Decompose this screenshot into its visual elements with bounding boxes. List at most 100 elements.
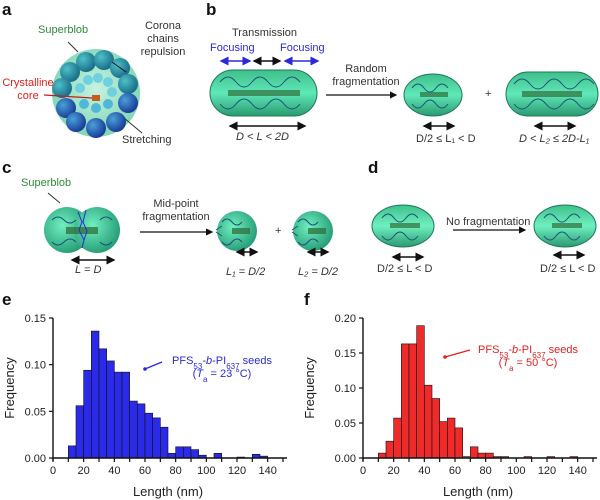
histogram-bar [106, 360, 115, 459]
random-fragmentation-label: Random fragmentation [328, 63, 404, 89]
corona-blobs [52, 50, 138, 138]
crystalline-label-line1: Crystalline [2, 77, 54, 89]
histogram-bar [477, 452, 486, 459]
length-condition-before: D/2 ≤ L < D [377, 263, 433, 275]
y-axis-label: Frequency [2, 357, 17, 419]
y-tick-label: 0.20 [335, 313, 356, 325]
histogram-bar [175, 446, 184, 459]
midpoint-fragmentation-line2: fragmentation [142, 211, 210, 223]
histogram-bar [393, 417, 402, 459]
child2-length-condition-c: L₂ = D/2 [298, 266, 338, 278]
superblob-label-a: Superblob [38, 24, 89, 36]
annotation-arrow [444, 349, 471, 358]
core-after [552, 223, 582, 228]
random-fragmentation-diagram [209, 56, 599, 131]
histogram-e: 0 20 40 60 80 100 120 140 0.00 0.05 0.10 0.15 Length… [2, 313, 287, 499]
parent-chains [219, 76, 301, 110]
x-tick-label: 0 [360, 465, 366, 477]
histogram-bar [447, 417, 456, 459]
x-tick-label: 120 [538, 465, 556, 477]
histogram-bar [431, 398, 440, 459]
y-axis-label: Frequency [302, 357, 317, 419]
corona-label: Corona chains repulsion [128, 20, 198, 59]
child1-chains-c [215, 218, 243, 246]
histogram-bar [121, 371, 130, 459]
length-condition-after: D/2 ≤ L < D [540, 263, 596, 275]
histogram-bar [75, 405, 84, 459]
corona-label-line3: repulsion [140, 46, 186, 58]
micelle-cross-section-diagram [43, 41, 143, 138]
histogram-bar [144, 412, 153, 459]
child2-chains [513, 78, 595, 110]
x-tick-label: 80 [170, 465, 182, 477]
core-pointer-line [43, 94, 93, 99]
child1-length-condition: D/2 ≤ L₁ < D [416, 133, 476, 145]
histogram-bar [91, 330, 100, 459]
child1-core [420, 92, 448, 97]
x-tick-label: 140 [568, 465, 586, 477]
superblob-pointer-c [47, 192, 61, 204]
child2-core-c [308, 228, 326, 234]
histogram-bar [408, 343, 417, 459]
child2-chains-c [291, 218, 319, 246]
y-tick-label: 0.05 [335, 418, 356, 430]
panel-c-letter: c [2, 158, 12, 177]
histogram-bar [167, 453, 176, 459]
child1-chains [411, 83, 449, 109]
parent-chains-c [51, 216, 113, 246]
histogram-bar [385, 440, 394, 459]
histogram-bar [454, 427, 463, 459]
y-tick-label: 0.10 [335, 383, 356, 395]
transmission-label: Transmission [232, 27, 297, 39]
panel-d-letter: d [368, 158, 379, 177]
x-tick-label: 20 [388, 465, 400, 477]
chains-after [543, 213, 581, 241]
annotation-arrow-head [443, 355, 447, 359]
panel-b-letter: b [206, 0, 217, 19]
histogram-bar [160, 426, 169, 459]
x-tick-label: 40 [418, 465, 430, 477]
histogram-bar [190, 449, 199, 459]
y-tick-label: 0.00 [335, 453, 356, 465]
annotation-line1: PFS53-b-PI637 seeds [172, 355, 272, 371]
focusing-left-label: Focusing [210, 42, 255, 54]
x-tick-label: 0 [50, 465, 56, 477]
x-axis-label: Length (nm) [443, 484, 513, 499]
y-tick-label: 0.15 [335, 348, 356, 360]
annotation-line1: PFS53-b-PI637 seeds [478, 344, 578, 360]
focusing-right-label: Focusing [280, 42, 325, 54]
random-fragmentation-line2: fragmentation [332, 76, 400, 88]
annotation-arrow [144, 361, 163, 370]
x-tick-label: 60 [139, 465, 151, 477]
y-tick-label: 0.15 [25, 313, 46, 325]
histogram-bar [439, 421, 448, 459]
histogram-bar [114, 371, 123, 459]
y-tick-label: 0.00 [25, 453, 46, 465]
panel-e-letter: e [2, 290, 12, 309]
histogram-bar [485, 452, 494, 459]
parent-core-c [66, 227, 98, 234]
x-tick-label: 100 [197, 465, 215, 477]
parent-length-condition-c: L = D [75, 264, 102, 276]
crystalline-core-square [92, 95, 100, 101]
child2-core [522, 91, 582, 97]
x-tick-label: 100 [507, 465, 525, 477]
superblob-pointer-line [67, 41, 79, 53]
child2-length-condition: D < L₂ ≤ 2D-L₁ [519, 133, 590, 145]
corona-label-line2: chains [147, 33, 179, 45]
chains-before [381, 213, 419, 241]
crystalline-core-label: Crystalline core [0, 77, 56, 103]
histogram-bar [137, 403, 146, 459]
interface-chains [77, 209, 88, 249]
midpoint-fragmentation-label: Mid-point fragmentation [136, 198, 216, 224]
y-tick-label: 0.10 [25, 360, 46, 372]
midpoint-fragmentation-diagram [44, 192, 333, 265]
corona-label-line1: Corona [144, 20, 182, 32]
child1-length-condition-c: L₁ = D/2 [226, 266, 266, 278]
x-tick-label: 120 [228, 465, 246, 477]
histogram-f: 0 20 40 60 80 100 120 140 0.00 0.05 0.10 0.15 0.20 Le… [302, 313, 597, 499]
repulsion-arrow [111, 61, 127, 73]
y-tick-label: 0.05 [25, 406, 46, 418]
x-tick-label: 60 [449, 465, 461, 477]
histogram-bar [183, 446, 192, 459]
